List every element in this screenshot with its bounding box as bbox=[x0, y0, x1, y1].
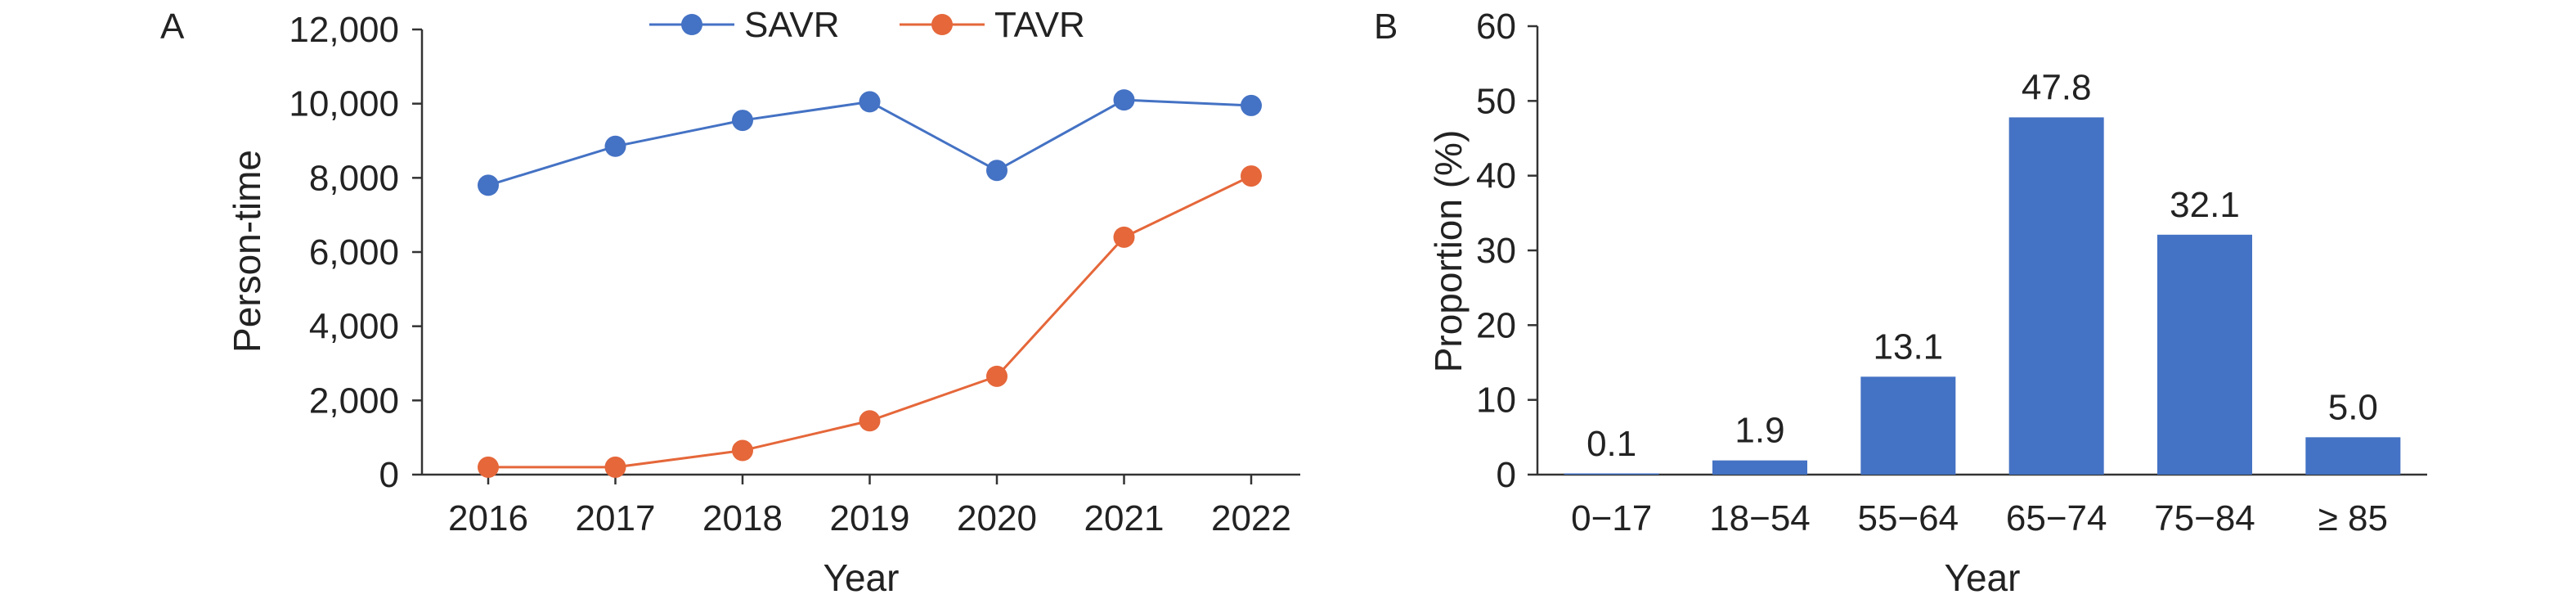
y-tick-label: 10 bbox=[1476, 381, 1516, 421]
x-tick-label: 65−74 bbox=[2006, 498, 2107, 538]
bar-data-label: 1.9 bbox=[1735, 411, 1784, 451]
x-tick-label: 2019 bbox=[830, 498, 910, 538]
x-tick-label: ≥ 85 bbox=[2318, 498, 2388, 538]
data-point-tavr bbox=[732, 439, 753, 462]
y-tick-label: 6,000 bbox=[309, 232, 399, 272]
data-point-tavr bbox=[1241, 165, 1262, 187]
legend-label-tavr: TAVR bbox=[994, 5, 1085, 45]
bar-data-label: 32.1 bbox=[2170, 185, 2240, 225]
bar-1 bbox=[1712, 460, 1807, 475]
series-line-savr bbox=[487, 98, 1252, 187]
x-tick-label: 2021 bbox=[1084, 498, 1165, 538]
legend-marker-tavr bbox=[931, 14, 953, 35]
panel-a-letter: A bbox=[160, 7, 185, 47]
x-tick-label: 55−64 bbox=[1858, 498, 1959, 538]
y-tick-label: 20 bbox=[1476, 305, 1516, 345]
y-axis-title: Person-time bbox=[226, 150, 268, 353]
data-point-tavr bbox=[986, 365, 1008, 387]
data-point-savr bbox=[1241, 94, 1262, 116]
legend-marker-savr bbox=[681, 14, 702, 35]
data-point-tavr bbox=[1113, 226, 1135, 248]
data-point-savr bbox=[986, 160, 1008, 182]
x-axis-title: Year bbox=[1945, 556, 2021, 599]
y-tick-label: 8,000 bbox=[309, 158, 399, 198]
bar-data-label: 0.1 bbox=[1586, 424, 1636, 464]
x-tick-label: 2016 bbox=[448, 498, 528, 538]
data-point-savr bbox=[732, 110, 753, 132]
y-tick-label: 4,000 bbox=[309, 307, 399, 347]
legend-label-savr: SAVR bbox=[744, 5, 840, 45]
y-tick-label: 30 bbox=[1476, 231, 1516, 271]
panel-b-letter: B bbox=[1374, 7, 1398, 47]
chart-a-person-time-line: 0 2,000 4,000 6,000 8,000 10,000 12,000 2016 201… bbox=[226, 5, 1300, 599]
chart-b-proportion-bar: 0 10 20 30 40 50 60 0.1 0−17 1.9 18−54 13.1 55−64 47.… bbox=[1427, 7, 2427, 599]
bar-5 bbox=[2305, 437, 2401, 475]
bar-data-label: 47.8 bbox=[2022, 67, 2092, 107]
y-tick-label: 0 bbox=[379, 455, 399, 495]
y-tick-label: 2,000 bbox=[309, 381, 399, 421]
x-tick-label: 2017 bbox=[576, 498, 656, 538]
x-tick-label: 2022 bbox=[1211, 498, 1291, 538]
data-point-savr bbox=[604, 135, 626, 157]
data-point-tavr bbox=[478, 456, 499, 478]
x-tick-label: 0−17 bbox=[1571, 498, 1652, 538]
x-tick-label: 2018 bbox=[702, 498, 783, 538]
y-tick-label: 12,000 bbox=[289, 10, 399, 50]
bar-0 bbox=[1564, 473, 1659, 475]
bar-data-label: 13.1 bbox=[1874, 327, 1944, 367]
bar-2 bbox=[1860, 376, 1956, 475]
y-tick-label: 60 bbox=[1476, 7, 1516, 47]
y-tick-label: 40 bbox=[1476, 156, 1516, 196]
x-tick-label: 18−54 bbox=[1709, 498, 1811, 538]
bar-3 bbox=[2008, 117, 2104, 475]
bar-4 bbox=[2157, 234, 2252, 475]
bar-data-label: 5.0 bbox=[2328, 387, 2378, 427]
data-point-savr bbox=[1113, 89, 1135, 111]
x-axis-title: Year bbox=[824, 556, 900, 599]
y-tick-label: 50 bbox=[1476, 81, 1516, 121]
y-tick-label: 10,000 bbox=[289, 84, 399, 124]
data-point-tavr bbox=[859, 410, 881, 432]
y-axis-title: Proportion (%) bbox=[1427, 130, 1470, 373]
data-point-savr bbox=[478, 174, 499, 196]
data-point-tavr bbox=[604, 456, 626, 478]
data-point-savr bbox=[859, 91, 881, 113]
y-tick-label: 0 bbox=[1497, 455, 1516, 495]
x-tick-label: 2020 bbox=[957, 498, 1037, 538]
x-tick-label: 75−84 bbox=[2154, 498, 2255, 538]
